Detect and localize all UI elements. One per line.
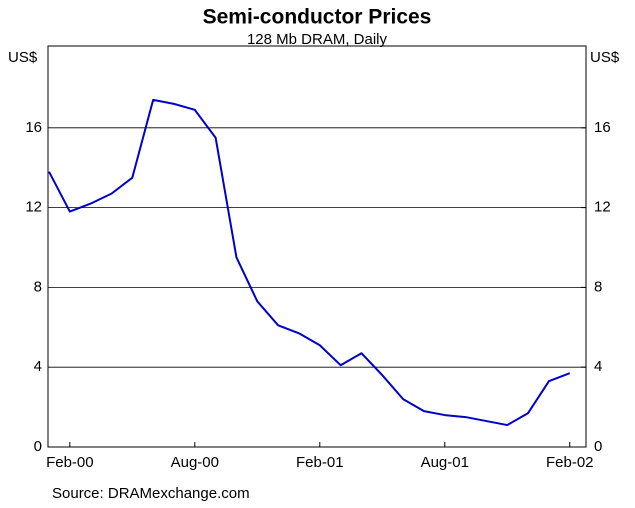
y-axis-label: US$ xyxy=(8,49,38,66)
y-tick-label: 0 xyxy=(34,438,42,455)
x-tick-label: Feb-01 xyxy=(296,454,344,471)
x-tick-label: Aug-00 xyxy=(171,454,219,471)
data-line xyxy=(48,98,571,427)
y-tick-label: 12 xyxy=(25,199,42,216)
y2-tick-label: 16 xyxy=(594,119,611,136)
y-tick-label: 8 xyxy=(34,278,42,295)
chart-title: Semi-conductor Prices xyxy=(203,6,432,29)
y2-tick-label: 8 xyxy=(594,278,602,295)
plot-frame xyxy=(47,45,587,448)
y2-tick-label: 4 xyxy=(594,358,602,375)
y-tick-label: 16 xyxy=(25,119,42,136)
x-tick-label: Aug-01 xyxy=(421,454,469,471)
y2-axis-label: US$ xyxy=(590,49,620,66)
source: Source: DRAMexchange.com xyxy=(52,485,250,502)
y-tick-label: 4 xyxy=(34,358,42,375)
x-tick-label: Feb-02 xyxy=(546,454,594,471)
y2-tick-label: 12 xyxy=(594,199,611,216)
y2-tick-label: 0 xyxy=(594,438,602,455)
x-tick-label: Feb-00 xyxy=(46,454,94,471)
chart-subtitle: 128 Mb DRAM, Daily xyxy=(247,31,388,48)
